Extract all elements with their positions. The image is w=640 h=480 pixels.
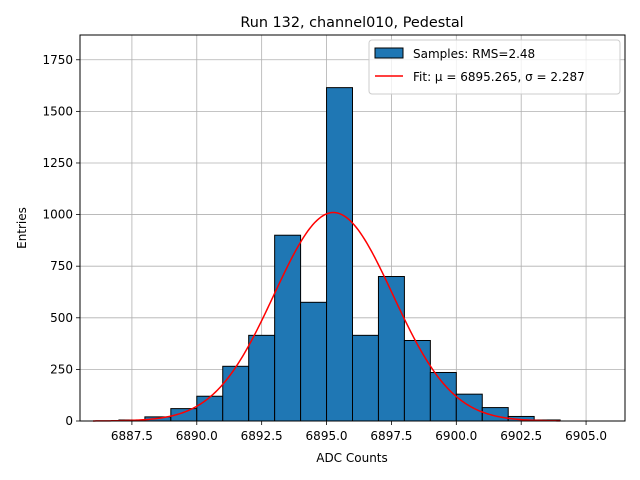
histogram-bar — [352, 334, 379, 422]
legend: Samples: RMS=2.48 Fit: μ = 6895.265, σ =… — [368, 39, 621, 95]
histogram-bar — [196, 395, 224, 422]
x-tick-label: 6900.0 — [435, 429, 477, 443]
x-tick-label: 6902.5 — [500, 429, 542, 443]
y-axis-ticks: 0 250 500 750 1000 1250 1500 1750 — [42, 53, 80, 428]
y-tick-label: 1750 — [42, 53, 73, 67]
histogram-bar — [455, 393, 483, 422]
histogram-bar — [300, 301, 328, 422]
histogram-bar — [429, 371, 457, 422]
x-axis-label: ADC Counts — [316, 451, 388, 465]
histogram-bar — [326, 87, 353, 422]
x-axis-ticks: 6887.5 6890.0 6892.5 6895.0 6897.5 6900.0 6902… — [111, 421, 607, 443]
legend-frame — [368, 39, 621, 95]
legend-label-samples: Samples: RMS=2.48 — [413, 47, 535, 61]
x-tick-label: 6887.5 — [111, 429, 153, 443]
y-tick-label: 1000 — [42, 208, 73, 222]
x-tick-label: 6895.0 — [306, 429, 348, 443]
y-tick-label: 0 — [65, 414, 73, 428]
y-axis-label: Entries — [15, 207, 29, 249]
plot-frame — [79, 34, 626, 422]
x-tick-label: 6890.0 — [176, 429, 218, 443]
histogram-bar — [248, 334, 276, 422]
histogram-bar — [377, 276, 405, 422]
legend-label-fit: Fit: μ = 6895.265, σ = 2.287 — [413, 70, 585, 84]
x-tick-label: 6905.0 — [565, 429, 607, 443]
y-tick-label: 750 — [50, 259, 73, 273]
y-tick-label: 1500 — [42, 104, 73, 118]
fit-curve-line — [92, 211, 561, 422]
histogram-bar — [403, 339, 431, 422]
chart-title: Run 132, channel010, Pedestal — [240, 15, 463, 31]
y-tick-label: 500 — [50, 311, 73, 325]
legend-swatch-samples — [374, 47, 404, 59]
y-tick-label: 1250 — [42, 156, 73, 170]
y-tick-label: 250 — [50, 362, 73, 376]
histogram-bar — [222, 365, 250, 422]
x-tick-label: 6892.5 — [241, 429, 283, 443]
fit-curve — [92, 211, 561, 422]
x-tick-label: 6897.5 — [370, 429, 412, 443]
histogram-bar — [274, 234, 302, 422]
histogram-bar — [481, 407, 509, 422]
